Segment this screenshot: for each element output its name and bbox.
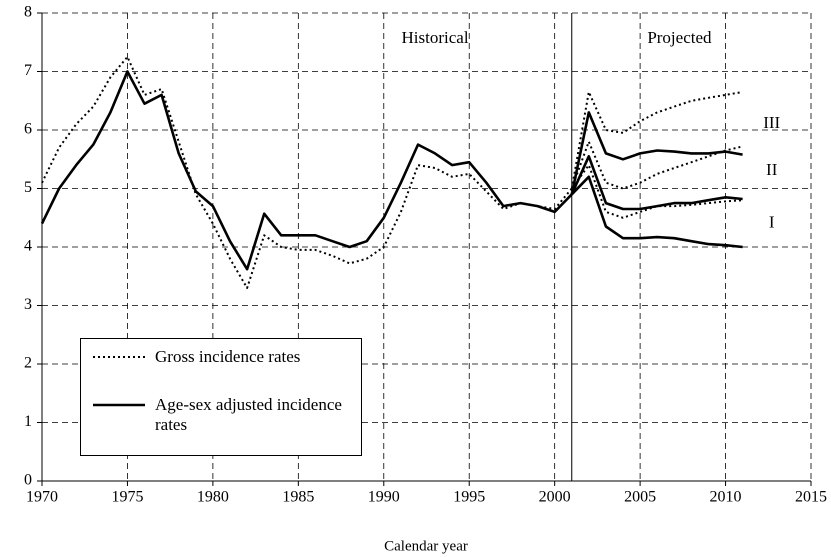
annotation: III [763, 113, 780, 132]
x-tick-label: 2005 [624, 489, 656, 506]
legend: Gross incidence rates Age-sex adjusted in… [80, 338, 362, 456]
annotation: Projected [647, 28, 712, 47]
legend-item: Gross incidence rates [91, 347, 355, 367]
x-tick-label: 1980 [197, 489, 229, 506]
x-tick-label: 2015 [795, 489, 827, 506]
series-line [570, 91, 743, 189]
y-tick-label: 5 [24, 179, 32, 196]
annotation: I [769, 213, 775, 232]
y-tick-label: 4 [24, 238, 32, 255]
annotation: Historical [402, 28, 469, 47]
y-tick-label: 2 [24, 355, 32, 372]
legend-swatch [93, 403, 145, 407]
y-tick-label: 3 [24, 296, 32, 313]
legend-swatch [93, 356, 145, 358]
series-line [570, 111, 743, 195]
series-line [570, 175, 743, 249]
legend-label: Gross incidence rates [155, 347, 301, 366]
series-line [570, 164, 743, 219]
x-tick-label: 2010 [710, 489, 742, 506]
x-tick-label: 1990 [368, 489, 400, 506]
y-tick-label: 1 [24, 413, 32, 430]
legend-label: Age-sex adjusted incidence rates [155, 395, 342, 434]
x-tick-label: 1995 [453, 489, 485, 506]
y-tick-label: 8 [24, 4, 32, 21]
x-tick-label: 1985 [282, 489, 314, 506]
series-line [40, 70, 573, 271]
legend-item: Age-sex adjusted incidence rates [91, 395, 355, 435]
y-tick-label: 6 [24, 121, 32, 138]
x-axis-title: Calendar year [384, 538, 468, 554]
y-tick-label: 0 [24, 472, 32, 489]
series-line [570, 155, 743, 211]
annotation: II [766, 160, 778, 179]
y-tick-label: 7 [24, 62, 32, 79]
x-tick-label: 1975 [111, 489, 143, 506]
x-tick-label: 1970 [26, 489, 58, 506]
x-tick-label: 2000 [539, 489, 571, 506]
